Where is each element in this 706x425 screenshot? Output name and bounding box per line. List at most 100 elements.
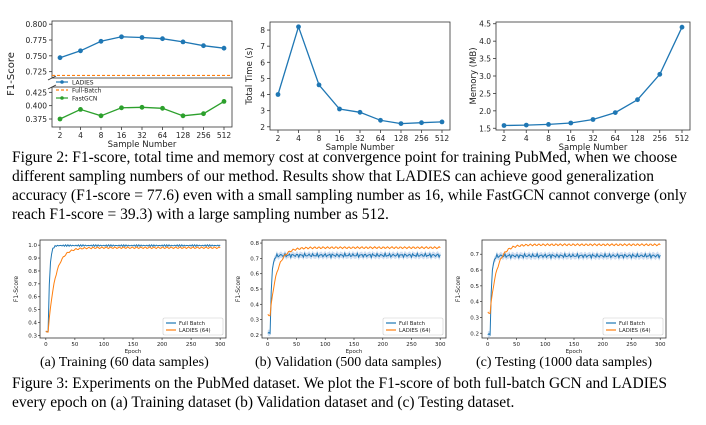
x-tick-label: 250 [186, 342, 197, 348]
y-tick-label: 3.0 [479, 72, 491, 81]
x-tick-label: 32 [137, 131, 147, 140]
subcaption-training: (a) Training (60 data samples) [40, 355, 209, 370]
fastgcn-point-256 [201, 111, 206, 117]
legend-label: LADIES (64) [619, 328, 651, 334]
x-tick-label: 50 [71, 342, 78, 348]
axis-break-mark [47, 84, 57, 90]
figure-3-caption: Figure 3: Experiments on the PubMed data… [12, 375, 667, 411]
y-tick-label: 0.5 [28, 308, 37, 314]
x-tick-label: 2 [58, 131, 63, 140]
y-tick-label: 0.2 [250, 333, 259, 339]
x-tick-label: 8 [546, 134, 551, 143]
x-tick-label: 150 [569, 342, 580, 348]
y-tick-label: 0.750 [26, 52, 48, 61]
memory-point-512 [679, 24, 685, 30]
legend-box [602, 317, 664, 336]
memory-line [503, 26, 683, 127]
x-tick-label: 64 [376, 134, 386, 143]
x-tick-label: 256 [196, 131, 211, 140]
legend-label-full-batch: Full-Batch [72, 88, 102, 95]
legend-label: Full Batch [619, 321, 645, 327]
x-tick-label: 64 [158, 131, 168, 140]
total-time-point-256 [419, 120, 424, 126]
y-tick-label: 0.6 [28, 295, 37, 301]
x-tick-label: 300 [655, 342, 666, 348]
ladies-point-128 [180, 39, 186, 45]
y-tick-label: 0.4 [28, 321, 37, 327]
legend-label: LADIES (64) [399, 328, 431, 334]
y-tick-label: 0.5 [470, 284, 479, 290]
y-tick-label: 0.725 [26, 68, 48, 77]
x-tick-label: 4 [78, 131, 83, 140]
y-tick-label: 0.775 [26, 36, 48, 45]
legend-label: Full Batch [179, 321, 205, 327]
x-tick-label: 4 [524, 134, 529, 143]
x-tick-label: 200 [598, 342, 609, 348]
memory-point-64 [612, 110, 618, 115]
legend-box [162, 317, 224, 336]
axis-break-mark [47, 75, 57, 81]
x-axis-label: Epoch [346, 349, 363, 355]
y-tick-label: 0.4 [470, 300, 479, 306]
legend-box [382, 317, 444, 336]
x-tick-label: 16 [335, 134, 345, 143]
figure-2-caption: Figure 2: F1-score, total time and memor… [12, 149, 687, 223]
memory-point-8 [546, 122, 551, 127]
total-time-point-512 [439, 119, 445, 125]
total-time-point-64 [378, 117, 383, 123]
x-tick-label: 512 [217, 131, 232, 140]
x-tick-label: 0 [266, 342, 270, 348]
y-tick-label: 0.7 [250, 256, 259, 262]
ladies-point-8 [98, 38, 104, 44]
memory-point-2 [501, 123, 507, 128]
x-tick-label: 150 [349, 342, 360, 348]
x-tick-label: 256 [414, 134, 429, 143]
y-axis-label: Memory (MB) [469, 47, 479, 104]
ladies-point-256 [201, 43, 206, 49]
y-tick-label: 0.2 [470, 331, 479, 337]
y-tick-label: 0.375 [26, 115, 48, 124]
y-tick-label: 0.800 [26, 20, 48, 29]
x-tick-label: 16 [566, 134, 576, 143]
x-tick-label: 512 [435, 134, 450, 143]
x-tick-label: 100 [99, 342, 110, 348]
y-tick-label: 4.5 [479, 20, 491, 29]
y-tick-label: 0.425 [26, 88, 48, 97]
x-tick-label: 128 [394, 134, 409, 143]
y-tick-label: 0.400 [26, 102, 48, 111]
x-axis-label: Sample Number [559, 143, 628, 153]
x-tick-label: 0 [486, 342, 490, 348]
memory-point-128 [635, 97, 640, 103]
x-axis-label: Epoch [125, 349, 142, 355]
y-tick-label: 0.7 [470, 252, 479, 258]
ladies-point-16 [119, 34, 124, 40]
series-full-batch-line [487, 252, 661, 337]
full-batch-std-band [267, 250, 441, 337]
total-time-point-8 [316, 82, 322, 88]
y-axis-label: Total Time (s) [245, 47, 255, 105]
y-tick-label: 3.5 [479, 55, 491, 64]
x-tick-label: 0 [44, 342, 48, 348]
fastgcn-point-512 [221, 99, 227, 104]
y-tick-label: 7 [260, 42, 265, 51]
y-tick-label: 0.5 [250, 287, 259, 293]
memory-point-4 [523, 122, 529, 128]
y-axis-label: F1-Score [6, 52, 17, 96]
y-tick-label: 2.5 [479, 89, 491, 98]
x-tick-label: 100 [320, 342, 331, 348]
fastgcn-point-32 [139, 104, 145, 110]
x-tick-label: 32 [588, 134, 598, 143]
x-tick-label: 64 [610, 134, 620, 143]
y-tick-label: 4.0 [479, 37, 491, 46]
x-tick-label: 250 [406, 342, 417, 348]
y-tick-label: 4 [260, 91, 265, 100]
memory-point-256 [657, 71, 663, 77]
x-tick-label: 128 [176, 131, 191, 140]
x-tick-label: 100 [540, 342, 551, 348]
legend-label: Full Batch [399, 321, 425, 327]
x-tick-label: 8 [317, 134, 322, 143]
ladies-point-64 [160, 36, 165, 42]
y-tick-label: 0.8 [250, 241, 259, 247]
y-tick-label: 5 [260, 74, 265, 83]
x-tick-label: 300 [435, 342, 446, 348]
